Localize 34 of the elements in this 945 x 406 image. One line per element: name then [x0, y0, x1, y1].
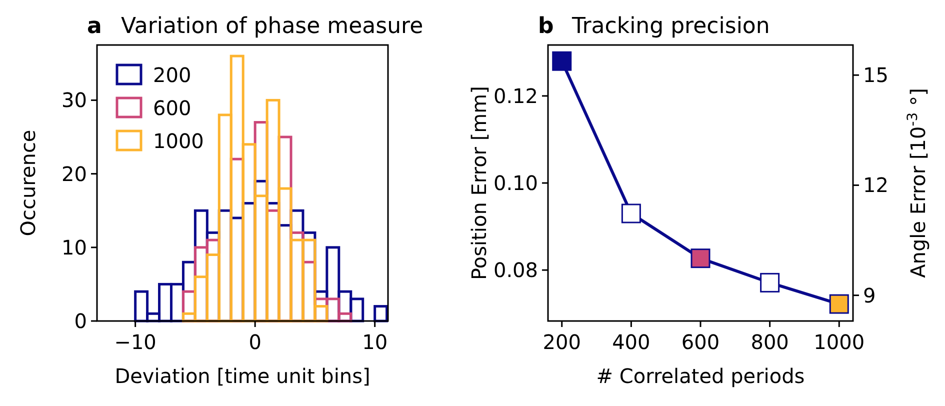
- x-tick-label: 0: [248, 330, 262, 354]
- y2-tick-label: 12: [863, 173, 888, 198]
- x-tick-label: 10: [362, 330, 388, 354]
- point: [690, 248, 710, 268]
- y-tick-label: 0.08: [493, 258, 538, 282]
- chart-title: Tracking precision: [571, 14, 770, 39]
- x-tick-label: 400: [612, 330, 650, 354]
- y-tick-label: 30: [62, 88, 87, 112]
- y-tick-label: 0.12: [493, 84, 538, 108]
- y-tick-label: 0: [74, 309, 87, 333]
- y-tick-label: 0.10: [493, 171, 538, 195]
- y2-tick-label: 9: [863, 283, 876, 308]
- x-tick-label: −10: [114, 330, 156, 354]
- y-tick-label: 10: [62, 235, 87, 260]
- x-tick-label: 1000: [814, 330, 865, 354]
- text: a: [87, 14, 102, 39]
- chart-title: Variation of phase measure: [121, 14, 424, 39]
- text: b: [538, 14, 554, 39]
- y-axis-title: Position Error [mm]: [467, 86, 491, 280]
- x-tick-label: 200: [542, 330, 581, 354]
- point: [552, 51, 572, 71]
- point: [621, 204, 641, 224]
- legend-label: 600: [153, 96, 192, 120]
- x-axis-title: Deviation [time unit bins]: [114, 364, 370, 388]
- legend-label: 200: [153, 63, 192, 87]
- x-tick-label: 800: [750, 330, 789, 354]
- y-tick-label: 20: [62, 162, 87, 186]
- legend-label: 1000: [153, 129, 204, 153]
- point: [829, 294, 849, 314]
- point: [760, 272, 780, 292]
- x-axis-title: # Correlated periods: [596, 364, 805, 388]
- x-tick-label: 600: [681, 330, 720, 354]
- y-axis-title: Occurence: [16, 130, 40, 236]
- y2-tick-label: 15: [863, 63, 888, 88]
